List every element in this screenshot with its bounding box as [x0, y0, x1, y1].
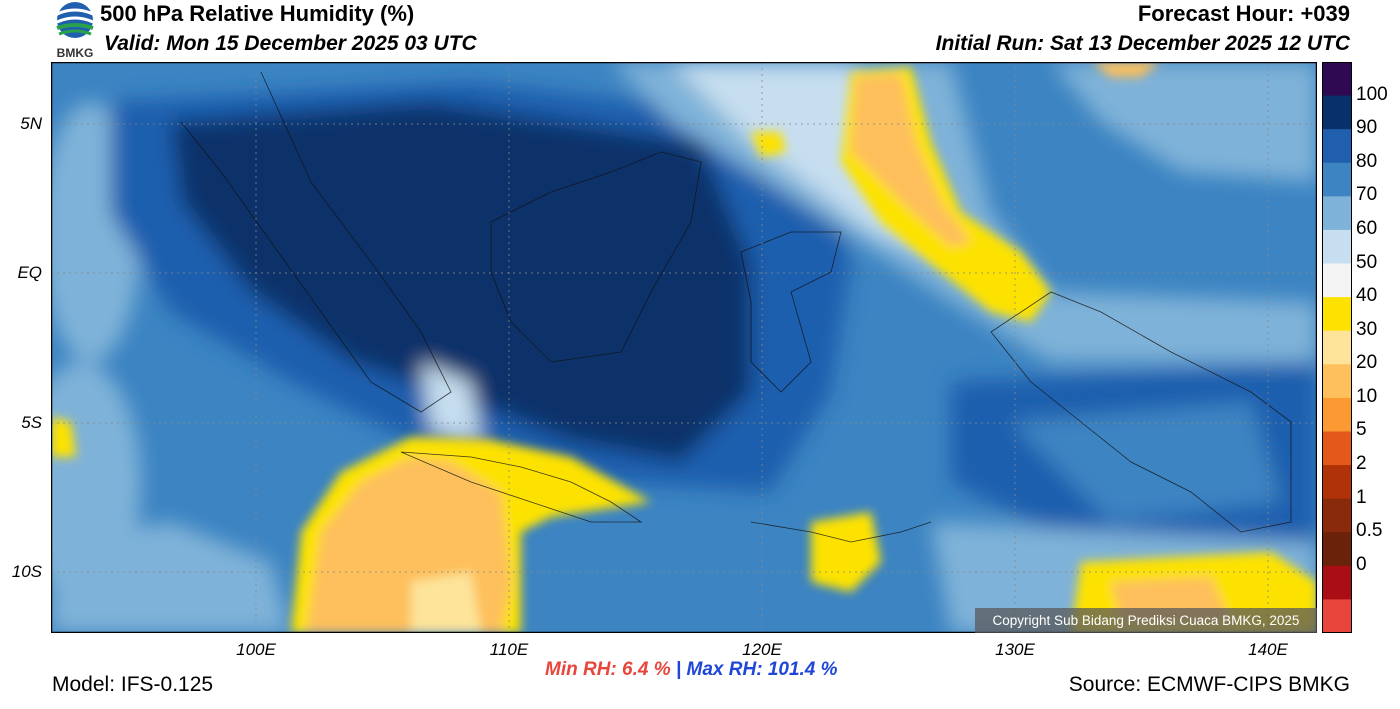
- lat-label-5n: 5N: [20, 114, 42, 133]
- forecast-hour: Forecast Hour: +039: [1137, 1, 1350, 26]
- colorbar-label: 0: [1356, 553, 1367, 575]
- lon-label-120e: 120E: [742, 640, 782, 659]
- colorbar-swatch: [1322, 532, 1352, 567]
- colorbar-swatch: [1322, 599, 1352, 633]
- colorbar-swatch: [1322, 330, 1352, 365]
- colorbar-swatch: [1322, 431, 1352, 466]
- colorbar-swatch: [1322, 162, 1352, 197]
- colorbar-label: 5: [1356, 419, 1367, 441]
- copyright-notice: Copyright Sub Bidang Prediksi Cuaca BMKG…: [975, 608, 1317, 633]
- max-rh-value: 101.4 %: [767, 659, 838, 680]
- colorbar-swatch: [1322, 397, 1352, 432]
- colorbar-label: 90: [1356, 117, 1378, 139]
- colorbar-swatch: [1322, 465, 1352, 500]
- colorbar-swatch: [1322, 229, 1352, 265]
- lon-label-100e: 100E: [236, 640, 276, 659]
- valid-time: Valid: Mon 15 December 2025 03 UTC: [104, 32, 477, 55]
- lon-label-130e: 130E: [995, 640, 1035, 659]
- colorbar-label: 80: [1356, 150, 1378, 172]
- colorbar-swatch: [1322, 364, 1352, 399]
- data-source: Source: ECMWF-CIPS BMKG: [1068, 673, 1350, 696]
- logo-text: BMKG: [57, 46, 94, 60]
- colorbar-swatch: [1322, 95, 1352, 130]
- lon-label-110e: 110E: [489, 640, 529, 659]
- colorbar-swatch: [1322, 196, 1352, 231]
- colorbar-label: 10: [1356, 385, 1378, 407]
- map-title: 500 hPa Relative Humidity (%): [100, 1, 415, 26]
- initial-run: Initial Run: Sat 13 December 2025 12 UTC: [935, 32, 1350, 55]
- max-rh-label: Max RH:: [686, 659, 763, 680]
- colorbar: [1322, 62, 1352, 633]
- colorbar-label: 0.5: [1356, 520, 1383, 542]
- colorbar-label: 100: [1356, 83, 1388, 105]
- humidity-map: [51, 62, 1317, 633]
- colorbar-label: 1: [1356, 486, 1367, 508]
- colorbar-label: 30: [1356, 318, 1378, 340]
- min-rh-label: Min RH:: [545, 659, 617, 680]
- colorbar-swatch: [1322, 129, 1352, 164]
- colorbar-label: 70: [1356, 184, 1378, 206]
- lat-label-5s: 5S: [21, 413, 42, 432]
- colorbar-swatch: [1322, 263, 1352, 298]
- rh-stats: Min RH: 6.4 % | Max RH: 101.4 %: [545, 659, 838, 681]
- colorbar-label: 50: [1356, 251, 1378, 273]
- colorbar-label: 20: [1356, 352, 1378, 374]
- colorbar-label: 2: [1356, 453, 1367, 475]
- stats-separator: |: [675, 659, 682, 680]
- lat-label-10s: 10S: [11, 562, 42, 581]
- colorbar-swatch: [1322, 62, 1352, 97]
- colorbar-swatch: [1322, 498, 1352, 533]
- colorbar-swatch: [1322, 297, 1352, 332]
- colorbar-swatch: [1322, 565, 1352, 600]
- min-rh-value: 6.4 %: [622, 659, 671, 680]
- bmkg-logo: BMKG: [52, 0, 98, 60]
- lon-label-140e: 140E: [1248, 640, 1288, 659]
- lat-label-eq: EQ: [17, 263, 42, 282]
- model-name: Model: IFS-0.125: [52, 673, 214, 696]
- colorbar-label: 40: [1356, 285, 1378, 307]
- colorbar-label: 60: [1356, 217, 1378, 239]
